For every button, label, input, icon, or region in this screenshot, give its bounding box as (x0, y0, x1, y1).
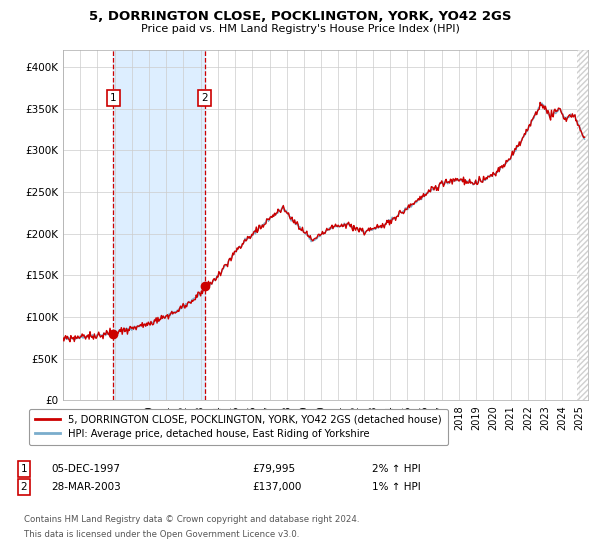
Text: This data is licensed under the Open Government Licence v3.0.: This data is licensed under the Open Gov… (24, 530, 299, 539)
Text: 2: 2 (202, 92, 208, 102)
Text: 28-MAR-2003: 28-MAR-2003 (51, 482, 121, 492)
Bar (113, 50, 205, 400)
Text: 1% ↑ HPI: 1% ↑ HPI (372, 482, 421, 492)
Text: £79,995: £79,995 (252, 464, 295, 474)
Bar (577, 50, 588, 400)
Text: £137,000: £137,000 (252, 482, 301, 492)
Text: 5, DORRINGTON CLOSE, POCKLINGTON, YORK, YO42 2GS: 5, DORRINGTON CLOSE, POCKLINGTON, YORK, … (89, 10, 511, 22)
Text: 1: 1 (20, 464, 28, 474)
Legend: 5, DORRINGTON CLOSE, POCKLINGTON, YORK, YO42 2GS (detached house), HPI: Average : 5, DORRINGTON CLOSE, POCKLINGTON, YORK, … (29, 409, 448, 445)
Text: 05-DEC-1997: 05-DEC-1997 (51, 464, 120, 474)
Text: 1: 1 (110, 92, 116, 102)
Text: Price paid vs. HM Land Registry's House Price Index (HPI): Price paid vs. HM Land Registry's House … (140, 24, 460, 34)
Text: 2% ↑ HPI: 2% ↑ HPI (372, 464, 421, 474)
Text: Contains HM Land Registry data © Crown copyright and database right 2024.: Contains HM Land Registry data © Crown c… (24, 515, 359, 524)
Text: 2: 2 (20, 482, 28, 492)
